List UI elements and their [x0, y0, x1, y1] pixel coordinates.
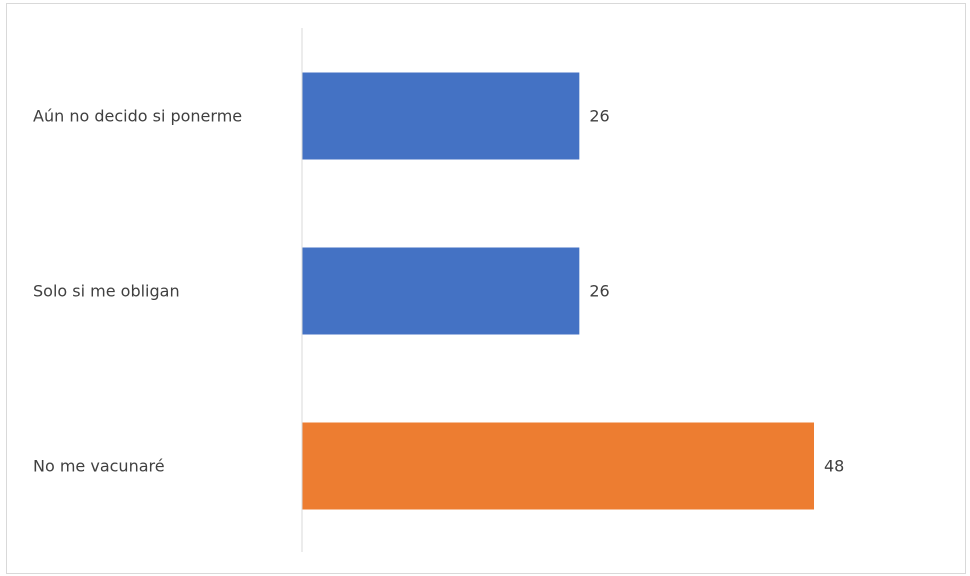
data-label-3: 48 [824, 457, 844, 476]
bar-chart: Aún no decido si ponerme 26 Solo si me obl… [33, 28, 844, 552]
labels-layer: Aún no decido si ponerme 26 Solo si me obl… [33, 107, 844, 476]
bar-2 [302, 247, 580, 335]
bars-layer [302, 72, 815, 510]
data-label-1: 26 [589, 107, 609, 126]
bar-3 [302, 422, 815, 510]
bar-1 [302, 72, 580, 160]
category-label-2: Solo si me obligan [33, 282, 180, 301]
category-label-3: No me vacunaré [33, 457, 165, 476]
data-label-2: 26 [589, 282, 609, 301]
chart-frame: Aún no decido si ponerme 26 Solo si me obl… [6, 3, 966, 574]
category-label-1: Aún no decido si ponerme [33, 107, 242, 126]
